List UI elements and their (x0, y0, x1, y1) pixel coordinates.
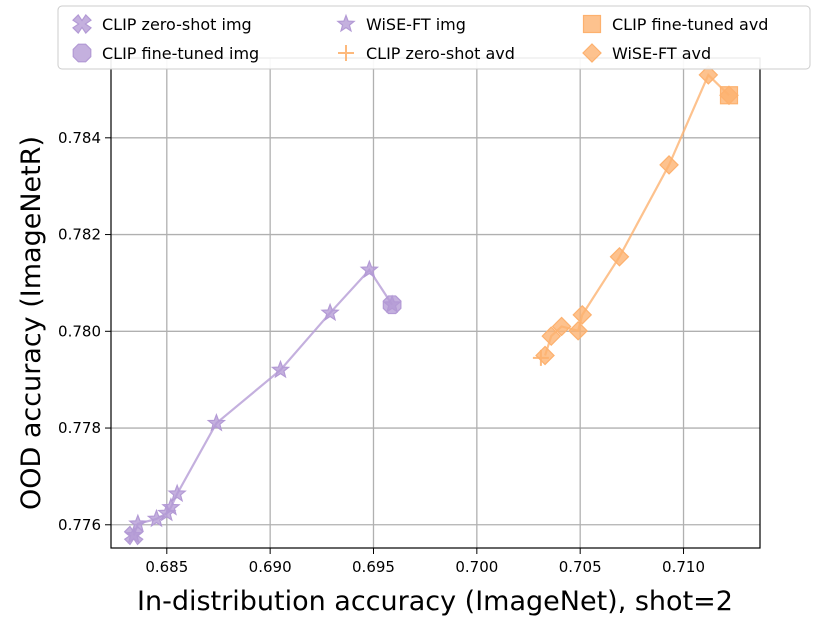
clip-fine-tuned-avd-point (719, 86, 739, 105)
legend-marker-wise-ft-avd (582, 43, 602, 63)
x-tick-label: 0.690 (249, 558, 292, 576)
y-tick-label: 0.776 (58, 516, 101, 534)
legend-label-clip-fine-tuned-avd: CLIP fine-tuned avd (612, 15, 768, 34)
wise-ft-avd-point (659, 155, 679, 175)
legend-marker-clip-fine-tuned-avd (582, 14, 602, 34)
x-axis-label: In-distribution accuracy (ImageNet), sho… (137, 586, 733, 617)
wise-ft-avd-point (541, 326, 562, 346)
y-tick-label: 0.778 (58, 419, 101, 437)
y-axis-label: OOD accuracy (ImageNetR) (16, 136, 47, 510)
legend-box (57, 5, 811, 70)
wise-ft-img-point (167, 483, 187, 503)
legend-label-clip-zero-shot-avd: CLIP zero-shot avd (366, 44, 515, 63)
y-tick-label: 0.782 (58, 226, 101, 244)
plot-frame (110, 57, 761, 549)
legend: CLIP zero-shot img CLIP fine-tuned img WiS… (57, 5, 811, 70)
legend-label-clip-zero-shot-img: CLIP zero-shot img (102, 15, 252, 34)
wise-ft-avd-line (543, 73, 730, 356)
y-tick-label: 0.780 (58, 322, 101, 340)
wise-ft-avd-point (572, 305, 593, 325)
grid-lines (111, 58, 760, 548)
wise-ft-img-point (206, 413, 227, 432)
legend-marker-clip-zero-shot-img (72, 14, 92, 34)
legend-label-clip-fine-tuned-img: CLIP fine-tuned img (102, 44, 259, 63)
wise-ft-avd-point (698, 65, 719, 85)
legend-label-wise-ft-avd: WiSE-FT avd (612, 44, 711, 63)
legend-marker-clip-fine-tuned-img (72, 43, 92, 63)
wise-ft-avd-point (535, 345, 555, 366)
x-tick-label: 0.695 (352, 558, 395, 576)
wise-ft-avd-point (568, 320, 588, 341)
axis-ticks: 0.685 0.690 0.695 0.700 0.705 0.710 0.776 0.778… (58, 129, 705, 576)
x-tick-label: 0.705 (559, 558, 602, 576)
wise-ft-img-point (359, 259, 380, 279)
legend-label-wise-ft-img: WiSE-FT img (366, 15, 466, 34)
legend-marker-clip-zero-shot-avd (338, 45, 354, 61)
y-tick-label: 0.784 (58, 129, 101, 147)
wise-ft-img-point (161, 497, 181, 516)
wise-ft-img-point (320, 302, 340, 322)
clip-zero-shot-avd-point (532, 349, 549, 366)
wise-ft-img-point (270, 359, 291, 379)
x-tick-label: 0.710 (662, 558, 705, 576)
x-tick-label: 0.700 (455, 558, 498, 576)
x-tick-label: 0.685 (145, 558, 188, 576)
wise-ft-avd-point (551, 316, 572, 337)
wise-ft-img-line (132, 268, 394, 536)
series-layer (123, 65, 739, 546)
clip-fine-tuned-img-point (382, 295, 402, 315)
legend-marker-wise-ft-img (336, 13, 356, 33)
wise-ft-avd-point (609, 246, 630, 267)
clip-zero-shot-img-point (123, 525, 144, 546)
